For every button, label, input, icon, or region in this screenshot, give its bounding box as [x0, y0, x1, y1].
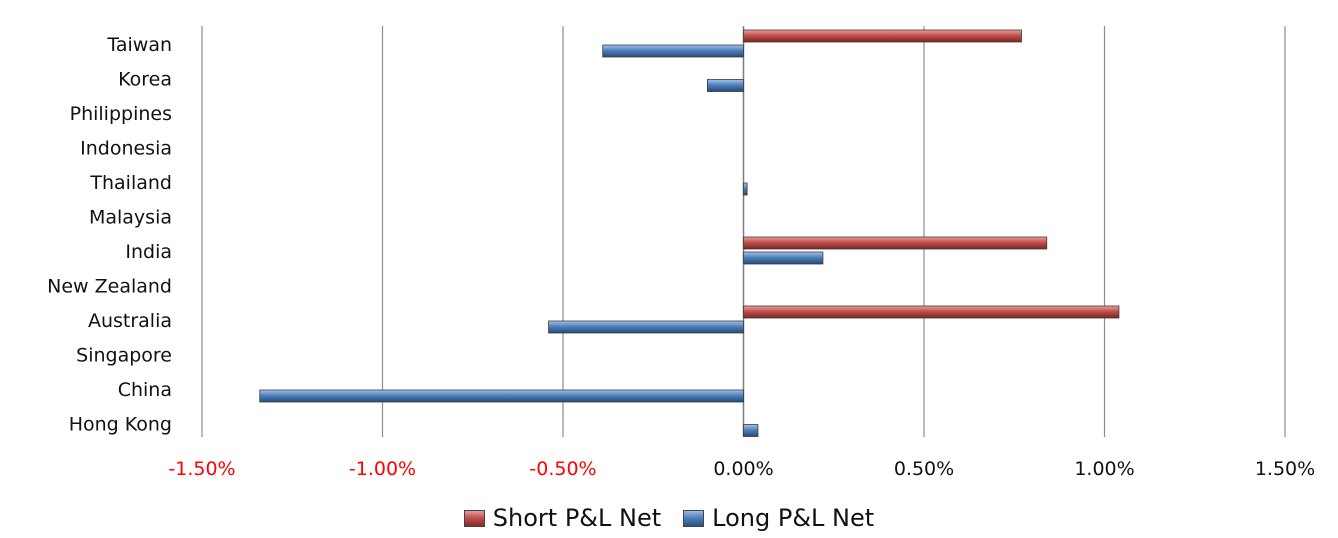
category-label-malaysia: Malaysia	[89, 207, 172, 229]
category-label-taiwan: Taiwan	[106, 34, 172, 56]
x-tick-label-0: -1.50%	[168, 458, 235, 480]
x-tick-label-3: 0.00%	[713, 458, 773, 480]
category-label-philippines: Philippines	[70, 103, 172, 125]
legend-item-long: Long P&L Net	[683, 504, 874, 532]
category-label-indonesia: Indonesia	[80, 138, 172, 160]
category-label-new-zealand: New Zealand	[47, 276, 172, 298]
long-bar-thailand	[743, 182, 748, 196]
category-label-china: China	[118, 379, 172, 401]
long-bar-australia	[548, 320, 744, 334]
x-tick-label-5: 1.00%	[1074, 458, 1134, 480]
category-label-australia: Australia	[88, 310, 172, 332]
long-bar-china	[259, 389, 744, 403]
short-bar-taiwan	[743, 29, 1022, 43]
long-bar-taiwan	[602, 44, 744, 58]
x-tick-labels: -1.50% -1.00% -0.50% 0.00% 0.50% 1.00% 1.50%	[168, 458, 1315, 480]
bars	[259, 29, 1120, 437]
gridlines	[201, 26, 1286, 437]
x-tick-label-4: 0.50%	[894, 458, 954, 480]
category-labels: Taiwan Korea Philippines Indonesia Thailand M…	[47, 34, 172, 436]
x-tick-label-1: -1.00%	[349, 458, 416, 480]
short-bar-australia	[743, 305, 1120, 319]
x-tick-label-2: -0.50%	[529, 458, 596, 480]
legend-swatch-long	[683, 509, 705, 527]
long-bar-korea	[707, 79, 744, 92]
legend-item-short: Short P&L Net	[463, 504, 662, 532]
x-tick-label-6: 1.50%	[1255, 458, 1315, 480]
short-bar-india	[743, 236, 1048, 250]
legend-label-long: Long P&L Net	[712, 504, 875, 532]
category-label-singapore: Singapore	[76, 345, 172, 367]
legend: Short P&L Net Long P&L Net	[0, 498, 1338, 538]
legend-label-short: Short P&L Net	[492, 504, 662, 532]
category-label-korea: Korea	[118, 69, 172, 91]
category-label-hong-kong: Hong Kong	[69, 414, 172, 436]
category-label-india: India	[125, 241, 172, 263]
long-bar-india	[743, 251, 824, 265]
legend-swatch-short	[463, 509, 485, 527]
category-label-thailand: Thailand	[89, 172, 172, 194]
long-bar-hong-kong	[743, 424, 759, 437]
